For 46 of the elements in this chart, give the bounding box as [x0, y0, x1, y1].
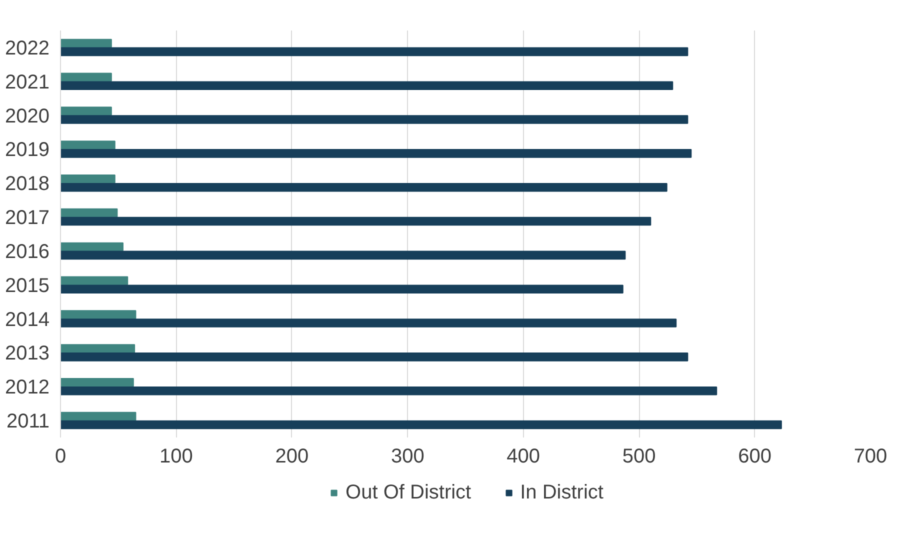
- bar: [60, 310, 136, 319]
- x-tick-label: 0: [54, 446, 66, 468]
- bar: [60, 344, 136, 353]
- bar: [60, 250, 626, 260]
- legend-label: In District: [520, 481, 604, 504]
- x-tick-label: 300: [390, 446, 424, 468]
- bar: [60, 284, 624, 294]
- y-tick-label: 2015: [5, 274, 50, 297]
- y-tick-label: 2018: [5, 173, 50, 196]
- bar: [60, 38, 112, 48]
- bar: [60, 149, 692, 158]
- x-tick-label: 200: [275, 446, 309, 468]
- x-tick-label: 500: [622, 446, 656, 468]
- x-tick-label: 100: [160, 446, 193, 468]
- bar: [60, 318, 677, 328]
- bar: [60, 352, 688, 362]
- x-tick-label: 700: [854, 446, 888, 468]
- y-tick-label: 2014: [5, 308, 50, 331]
- x-tick-label: 600: [738, 446, 772, 468]
- bar: [60, 140, 116, 150]
- y-tick-label: 2019: [5, 139, 50, 162]
- bar: [60, 420, 782, 430]
- y-tick-label: 2011: [6, 410, 50, 433]
- y-tick-label: 2020: [5, 105, 50, 128]
- bar: [60, 242, 124, 252]
- y-tick-label: 2013: [5, 342, 50, 365]
- bar: [60, 412, 136, 421]
- bar: [60, 386, 718, 396]
- bar: [60, 378, 134, 387]
- y-tick-label: 2012: [5, 376, 50, 399]
- bar: [60, 182, 668, 192]
- x-tick-label: 400: [506, 446, 540, 468]
- bar: [60, 174, 116, 184]
- bar: [60, 81, 674, 90]
- y-tick-label: 2022: [5, 37, 50, 60]
- legend-label: Out Of District: [346, 481, 472, 504]
- bar: [60, 216, 652, 226]
- bar: [60, 72, 112, 82]
- bar: [60, 106, 112, 116]
- bar: [60, 47, 688, 56]
- bar: [60, 276, 128, 286]
- y-tick-label: 2021: [5, 71, 50, 94]
- bar: [60, 208, 118, 218]
- y-tick-label: 2017: [5, 207, 50, 230]
- bar: [60, 115, 688, 124]
- y-tick-label: 2016: [5, 240, 50, 263]
